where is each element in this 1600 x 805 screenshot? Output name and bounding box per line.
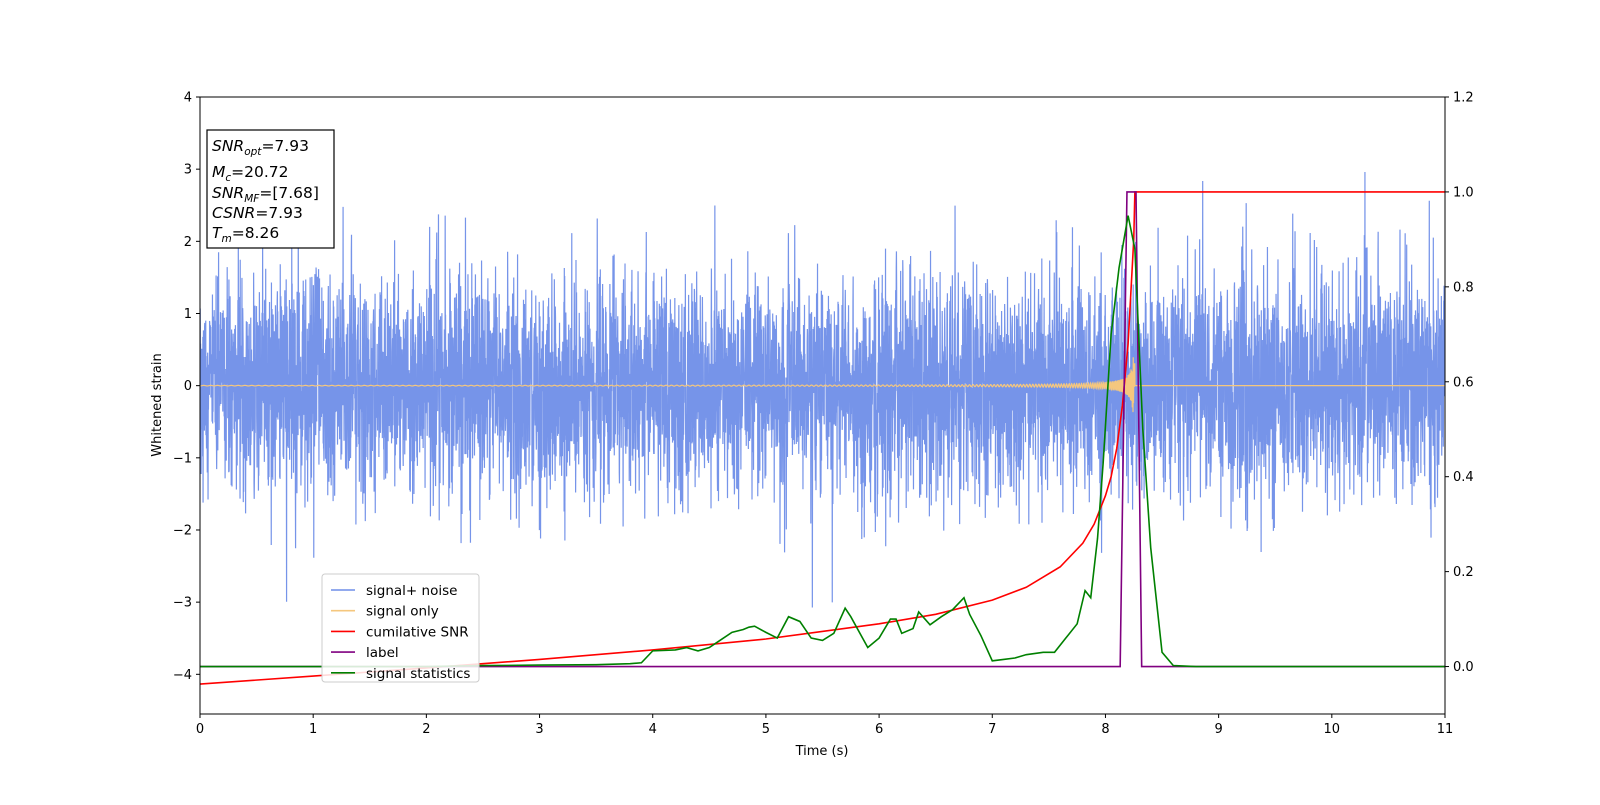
y-axis-left: 4 3 2 1 0 −1 −2 −3 −4 bbox=[173, 91, 200, 683]
y-right-tick-label: 0.6 bbox=[1453, 375, 1474, 390]
legend-label: signal statistics bbox=[366, 666, 470, 682]
x-tick-label: 8 bbox=[1101, 722, 1109, 737]
legend-label: label bbox=[366, 645, 399, 661]
y-right-tick-label: 1.2 bbox=[1453, 91, 1474, 106]
legend: signal+ noise signal only cumilative SNR la… bbox=[321, 573, 480, 683]
y-left-tick-label: −1 bbox=[173, 451, 192, 466]
x-tick-label: 1 bbox=[309, 722, 317, 737]
x-axis-label: Time (s) bbox=[795, 744, 849, 759]
legend-frame bbox=[321, 573, 480, 683]
y-axis-right: 1.2 1.0 0.8 0.6 0.4 0.2 0.0 bbox=[1445, 91, 1474, 675]
info-snr-mf: SNRMF=[7.68] bbox=[212, 184, 319, 205]
y-left-tick-label: 4 bbox=[184, 91, 192, 106]
info-box: SNRopt=7.93 Mc=20.72 SNRMF=[7.68] CSNR=7… bbox=[206, 129, 335, 249]
legend-label: signal+ noise bbox=[366, 583, 457, 599]
y-right-tick-label: 0.2 bbox=[1453, 565, 1474, 580]
x-tick-label: 0 bbox=[196, 722, 204, 737]
y-right-tick-label: 1.0 bbox=[1453, 185, 1474, 200]
y-left-tick-label: 3 bbox=[184, 163, 192, 178]
x-tick-label: 4 bbox=[649, 722, 657, 737]
x-tick-label: 7 bbox=[988, 722, 996, 737]
y-left-tick-label: −3 bbox=[173, 596, 192, 611]
plot-frame bbox=[199, 96, 1446, 715]
info-box-frame bbox=[206, 129, 335, 249]
info-mc: Mc=20.72 bbox=[212, 163, 289, 184]
y-right-tick-label: 0.4 bbox=[1453, 470, 1474, 485]
series-signal-only bbox=[200, 357, 1445, 413]
x-tick-label: 2 bbox=[422, 722, 430, 737]
info-snr-opt: SNRopt=7.93 bbox=[212, 137, 309, 158]
y-axis-label: Whitened strain bbox=[150, 353, 165, 456]
x-axis: 0 1 2 3 4 5 6 7 8 9 10 11 bbox=[196, 714, 1453, 737]
y-left-tick-label: 2 bbox=[184, 235, 192, 250]
y-left-tick-label: −4 bbox=[173, 668, 192, 683]
x-tick-label: 6 bbox=[875, 722, 883, 737]
series-layer bbox=[200, 171, 1445, 685]
y-left-tick-label: −2 bbox=[173, 523, 192, 538]
x-tick-label: 11 bbox=[1437, 722, 1454, 737]
x-tick-label: 5 bbox=[762, 722, 770, 737]
y-left-tick-label: 0 bbox=[184, 379, 192, 394]
series-signal-noise bbox=[200, 171, 1445, 608]
y-left-tick-label: 1 bbox=[184, 307, 192, 322]
series-signal-statistics bbox=[200, 215, 1445, 668]
legend-label: cumilative SNR bbox=[366, 624, 469, 640]
x-tick-label: 3 bbox=[535, 722, 543, 737]
x-tick-label: 10 bbox=[1324, 722, 1341, 737]
legend-label: signal only bbox=[366, 604, 439, 620]
series-cumilative-snr bbox=[200, 191, 1445, 685]
x-tick-label: 9 bbox=[1214, 722, 1222, 737]
info-tm: Tm=8.26 bbox=[212, 224, 279, 245]
y-right-tick-label: 0.8 bbox=[1453, 280, 1474, 295]
info-csnr: CSNR=7.93 bbox=[212, 204, 303, 222]
y-right-tick-label: 0.0 bbox=[1453, 660, 1474, 675]
